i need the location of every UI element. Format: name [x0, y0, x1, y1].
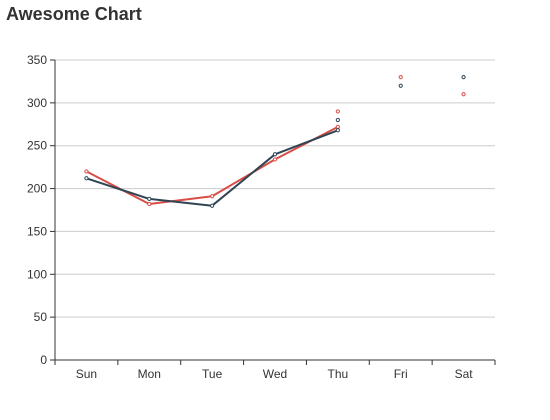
scatter-point — [461, 92, 466, 97]
y-tick-label: 350 — [27, 53, 47, 67]
x-tick-label: Thu — [328, 367, 349, 381]
y-tick-label: 200 — [27, 182, 47, 196]
x-tick-label: Sun — [76, 367, 97, 381]
data-point — [335, 124, 340, 129]
x-tick-label: Sat — [455, 367, 474, 381]
y-tick-label: 150 — [27, 224, 47, 238]
scatter-point — [335, 109, 340, 114]
data-point — [210, 203, 215, 208]
series-1 — [84, 75, 466, 208]
data-point — [335, 128, 340, 133]
data-point — [272, 152, 278, 157]
series-line — [85, 126, 339, 205]
data-point — [272, 157, 278, 162]
y-tick-label: 300 — [27, 96, 47, 110]
x-tick-label: Fri — [394, 367, 408, 381]
data-point — [84, 176, 89, 181]
y-tick-label: 100 — [27, 267, 47, 281]
data-point — [84, 169, 89, 174]
x-tick-label: Mon — [138, 367, 161, 381]
axis-layer: 0 50 100 150 200 250 300 350 Sun Mon Tue Wed Thu Fri S… — [27, 53, 496, 381]
y-tick-label: 50 — [34, 310, 48, 324]
x-tick-label: Tue — [202, 367, 223, 381]
data-point — [147, 201, 152, 207]
series-0 — [84, 75, 466, 207]
scatter-point — [461, 75, 466, 80]
data-point — [147, 196, 152, 201]
y-tick-label: 250 — [27, 139, 47, 153]
scatter-point — [335, 117, 340, 123]
x-tick-label: Wed — [263, 367, 287, 381]
series-layer — [84, 75, 466, 208]
data-point — [210, 194, 215, 199]
grid-layer — [55, 59, 495, 318]
scatter-point — [398, 75, 403, 80]
chart-title: Awesome Chart — [6, 4, 142, 24]
y-tick-label: 0 — [40, 353, 47, 367]
scatter-point — [398, 83, 403, 88]
